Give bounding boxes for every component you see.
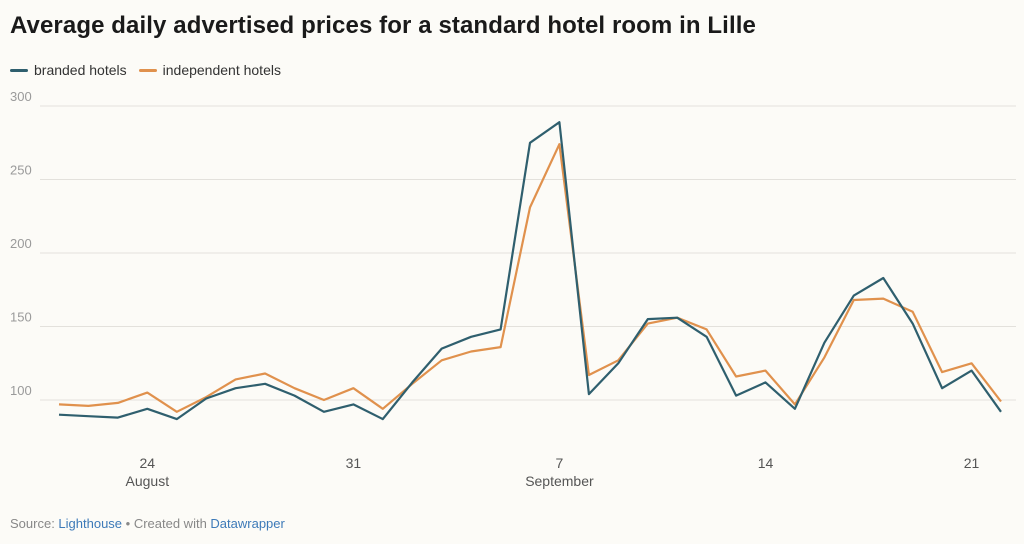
series-line-independent-hotels <box>58 143 1002 413</box>
legend-item-branded: branded hotels <box>10 62 127 78</box>
footer: Source: Lighthouse • Created with Datawr… <box>10 516 285 531</box>
y-tick-label-100: 100 <box>10 383 32 398</box>
legend-item-independent: independent hotels <box>138 62 281 78</box>
x-tick-label-24: 24 <box>140 455 156 471</box>
series-lines <box>58 121 1002 421</box>
legend-swatch-independent <box>138 68 157 72</box>
y-tick-label-250: 250 <box>10 163 32 178</box>
legend-label-branded: branded hotels <box>34 62 127 78</box>
x-tick-label-14: 14 <box>758 455 774 471</box>
line-chart: 100 150 200 250 300 24 August 31 7 September 14 21 <box>10 89 1016 489</box>
source-label: Source: <box>10 516 59 531</box>
x-month-label-august: August <box>126 473 170 489</box>
x-tick-label-21: 21 <box>964 455 980 471</box>
y-tick-label-200: 200 <box>10 236 32 251</box>
legend-label-independent: independent hotels <box>162 62 281 78</box>
gridlines <box>40 105 1016 401</box>
x-axis-labels: 24 August 31 7 September 14 21 <box>126 455 980 489</box>
series-line-branded-hotels <box>58 121 1002 421</box>
y-tick-label-300: 300 <box>10 89 32 104</box>
y-axis-labels: 100 150 200 250 300 <box>10 89 32 398</box>
created-with-label: • Created with <box>122 516 211 531</box>
x-month-label-september: September <box>525 473 594 489</box>
y-tick-label-150: 150 <box>10 310 32 325</box>
legend: branded hotels independent hotels <box>10 62 293 78</box>
legend-swatch-branded <box>10 68 28 72</box>
chart-title: Average daily advertised prices for a st… <box>10 12 756 39</box>
x-tick-label-7: 7 <box>556 455 564 471</box>
x-tick-label-31: 31 <box>346 455 362 471</box>
source-link[interactable]: Lighthouse <box>58 516 123 531</box>
datawrapper-link[interactable]: Datawrapper <box>210 516 285 531</box>
